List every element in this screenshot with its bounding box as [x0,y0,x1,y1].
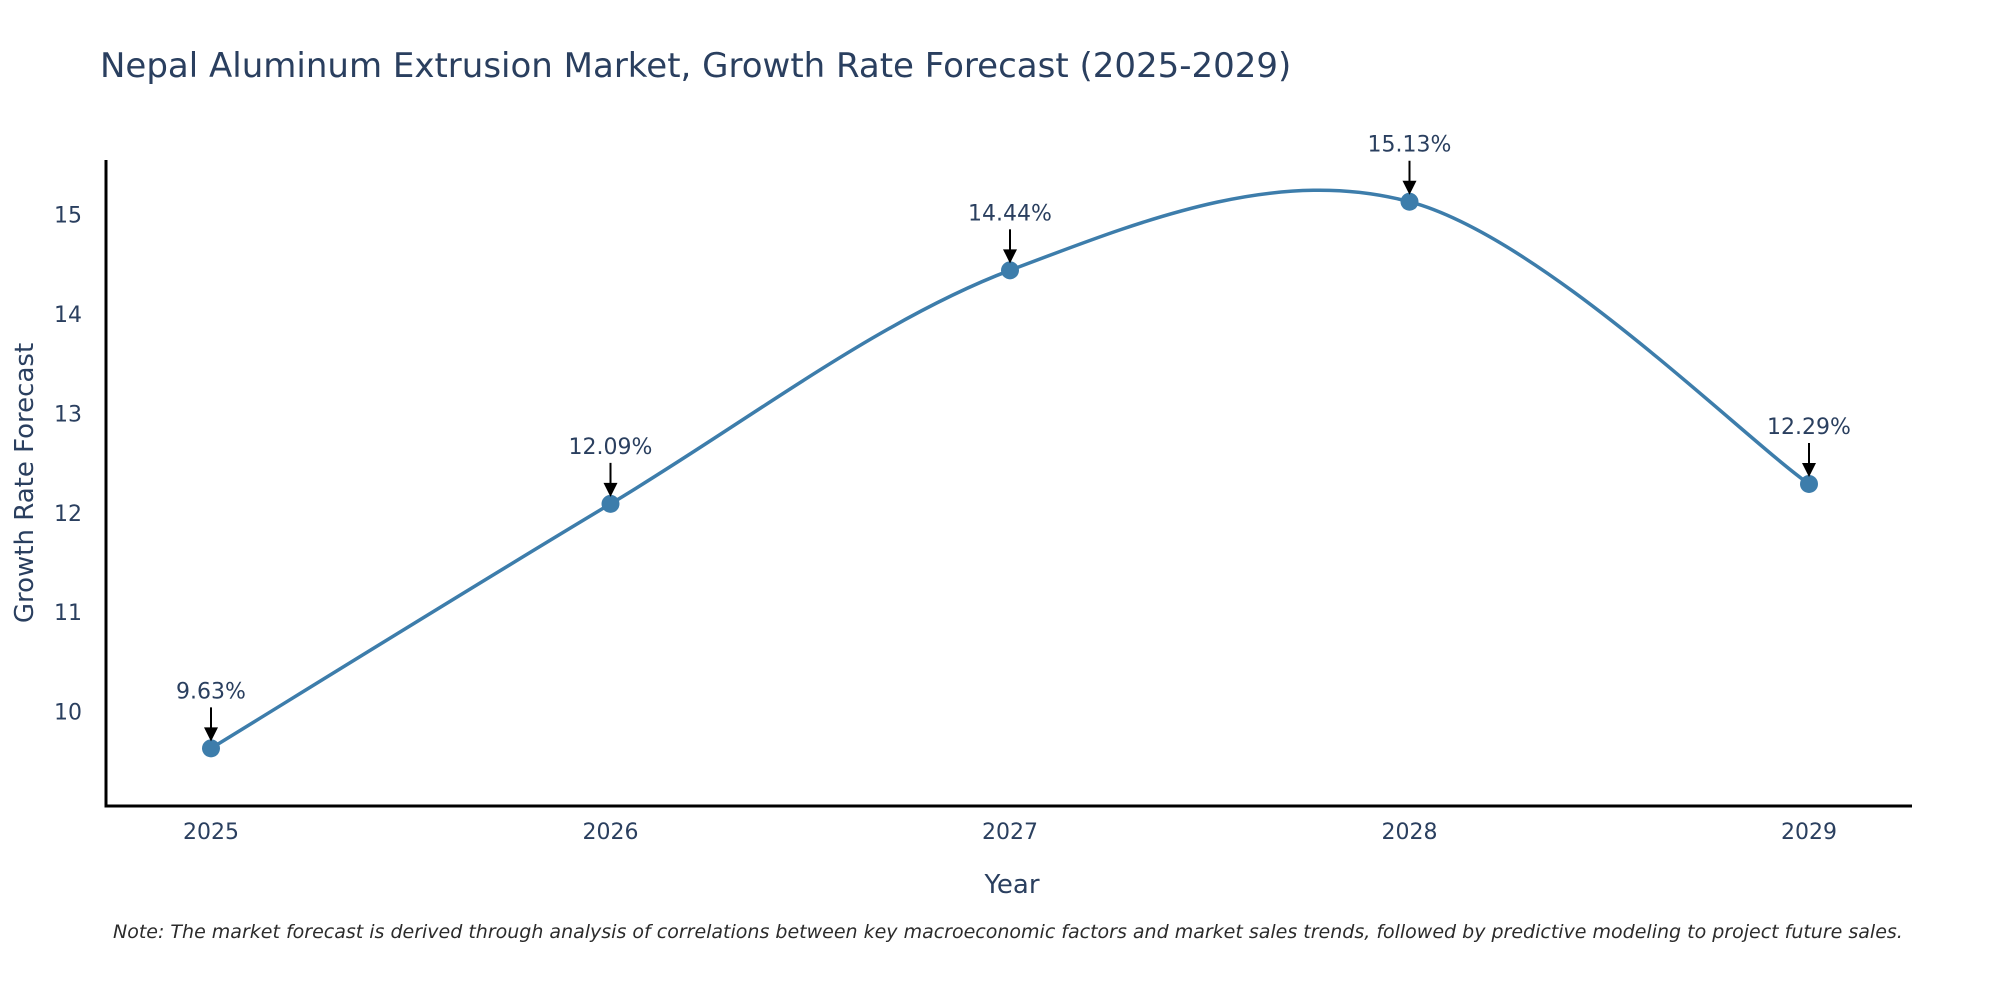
y-axis-ticks: 10 11 12 13 14 15 [54,204,82,726]
y-tick-label: 12 [54,502,82,527]
y-tick-label: 10 [54,701,82,726]
x-tick-label: 2028 [1382,820,1438,845]
data-label: 15.13% [1368,133,1452,158]
series-group [202,188,1818,758]
annotation-arrow-head [204,727,218,742]
data-point[interactable] [1800,474,1818,493]
data-point[interactable] [601,494,620,513]
data-label: 9.63% [176,679,246,704]
chart-title: Nepal Aluminum Extrusion Market, Growth … [100,46,1292,86]
x-tick-label: 2027 [982,820,1038,845]
x-axis-title: Year [983,870,1039,900]
annotation-arrow-head [1802,462,1816,477]
y-tick-label: 15 [54,204,82,229]
x-tick-label: 2029 [1781,820,1837,845]
annotation-arrow-head [1003,249,1017,264]
data-point[interactable] [1001,261,1019,280]
y-tick-label: 14 [54,303,82,328]
y-tick-label: 13 [54,402,82,427]
x-tick-label: 2026 [583,820,639,845]
annotation-arrow-head [1402,180,1417,195]
x-tick-label: 2025 [183,820,239,845]
annotations: 9.63% 12.09% 14.44% 15.13% 12.29% [176,133,1851,742]
data-label: 12.29% [1767,415,1851,440]
data-label: 12.09% [569,435,653,460]
y-axis-title: Growth Rate Forecast [10,343,40,623]
data-point[interactable] [1400,192,1419,211]
y-tick-label: 11 [54,601,82,626]
annotation-arrow-head [603,482,618,497]
x-axis-ticks: 2025 2026 2027 2028 2029 [183,820,1837,845]
data-label: 14.44% [968,201,1052,226]
data-point[interactable] [202,739,220,758]
footnote: Note: The market forecast is derived thr… [113,921,1903,943]
